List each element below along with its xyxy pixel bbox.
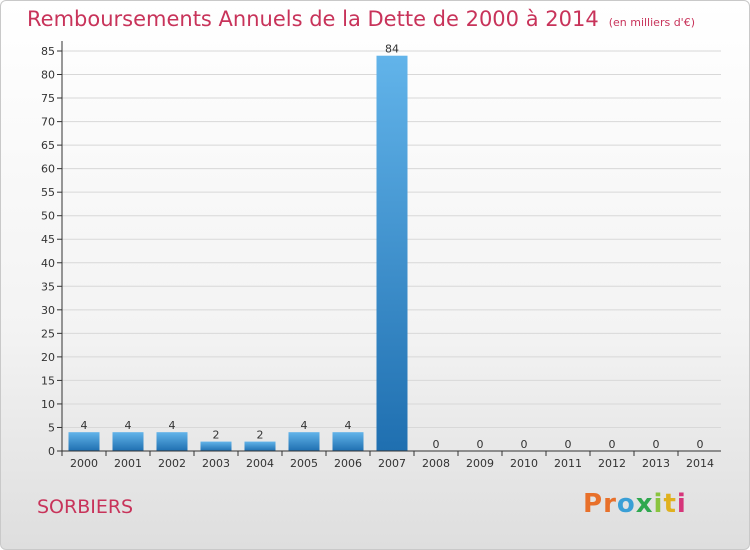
x-tick-label: 2001 — [114, 457, 142, 470]
labels: 0510152025303540455055606570758085420004… — [41, 43, 714, 470]
bar — [112, 432, 144, 451]
y-tick-label: 65 — [41, 139, 55, 152]
x-tick-label: 2011 — [554, 457, 582, 470]
x-tick-label: 2005 — [290, 457, 318, 470]
bar — [332, 432, 364, 451]
x-tick-label: 2006 — [334, 457, 362, 470]
y-tick-label: 70 — [41, 116, 55, 129]
chart-title: Remboursements Annuels de la Dette de 20… — [27, 7, 695, 31]
x-tick-label: 2002 — [158, 457, 186, 470]
y-tick-label: 55 — [41, 186, 55, 199]
logo-letter: i — [676, 489, 687, 519]
axes — [57, 41, 721, 456]
data-label: 4 — [301, 419, 308, 432]
x-tick-label: 2009 — [466, 457, 494, 470]
data-label: 0 — [653, 438, 660, 451]
x-tick-label: 2013 — [642, 457, 670, 470]
y-tick-label: 40 — [41, 257, 55, 270]
y-tick-label: 25 — [41, 327, 55, 340]
data-label: 0 — [433, 438, 440, 451]
y-tick-label: 85 — [41, 45, 55, 58]
logo-letter: P — [583, 489, 604, 519]
y-tick-label: 45 — [41, 233, 55, 246]
x-tick-label: 2003 — [202, 457, 230, 470]
x-tick-label: 2000 — [70, 457, 98, 470]
logo-letter: r — [603, 489, 617, 519]
unit-note: (en milliers d'€) — [608, 16, 695, 29]
y-tick-label: 15 — [41, 374, 55, 387]
commune-name: SORBIERS — [37, 496, 134, 518]
bar — [376, 55, 408, 452]
x-tick-label: 2004 — [246, 457, 274, 470]
data-label: 4 — [81, 419, 88, 432]
data-label: 0 — [521, 438, 528, 451]
y-tick-label: 10 — [41, 398, 55, 411]
data-label: 2 — [257, 429, 264, 442]
y-tick-label: 60 — [41, 163, 55, 176]
bars — [68, 55, 408, 452]
y-tick-label: 20 — [41, 351, 55, 364]
bar — [200, 441, 232, 451]
proxiti-logo: Proxiti — [583, 489, 687, 519]
y-tick-label: 35 — [41, 280, 55, 293]
bar — [68, 432, 100, 451]
data-label: 4 — [125, 419, 132, 432]
bar — [156, 432, 188, 451]
data-label: 84 — [385, 43, 399, 56]
data-label: 2 — [213, 429, 220, 442]
x-tick-label: 2014 — [686, 457, 714, 470]
x-tick-label: 2007 — [378, 457, 406, 470]
bar — [244, 441, 276, 451]
data-label: 4 — [169, 419, 176, 432]
logo-letter: o — [616, 489, 636, 519]
bar — [288, 432, 320, 451]
data-label: 0 — [565, 438, 572, 451]
y-tick-label: 5 — [48, 421, 55, 434]
logo-letter: i — [653, 489, 664, 519]
x-tick-label: 2012 — [598, 457, 626, 470]
data-label: 4 — [345, 419, 352, 432]
y-tick-label: 30 — [41, 304, 55, 317]
logo-letter: x — [635, 489, 654, 519]
y-tick-label: 75 — [41, 92, 55, 105]
x-tick-label: 2010 — [510, 457, 538, 470]
y-tick-label: 50 — [41, 210, 55, 223]
chart-title-text: Remboursements Annuels de la Dette de 20… — [27, 7, 599, 31]
logo-letter: t — [663, 489, 677, 519]
data-label: 0 — [609, 438, 616, 451]
y-tick-label: 0 — [48, 445, 55, 458]
x-tick-label: 2008 — [422, 457, 450, 470]
data-label: 0 — [697, 438, 704, 451]
y-tick-label: 80 — [41, 69, 55, 82]
data-label: 0 — [477, 438, 484, 451]
